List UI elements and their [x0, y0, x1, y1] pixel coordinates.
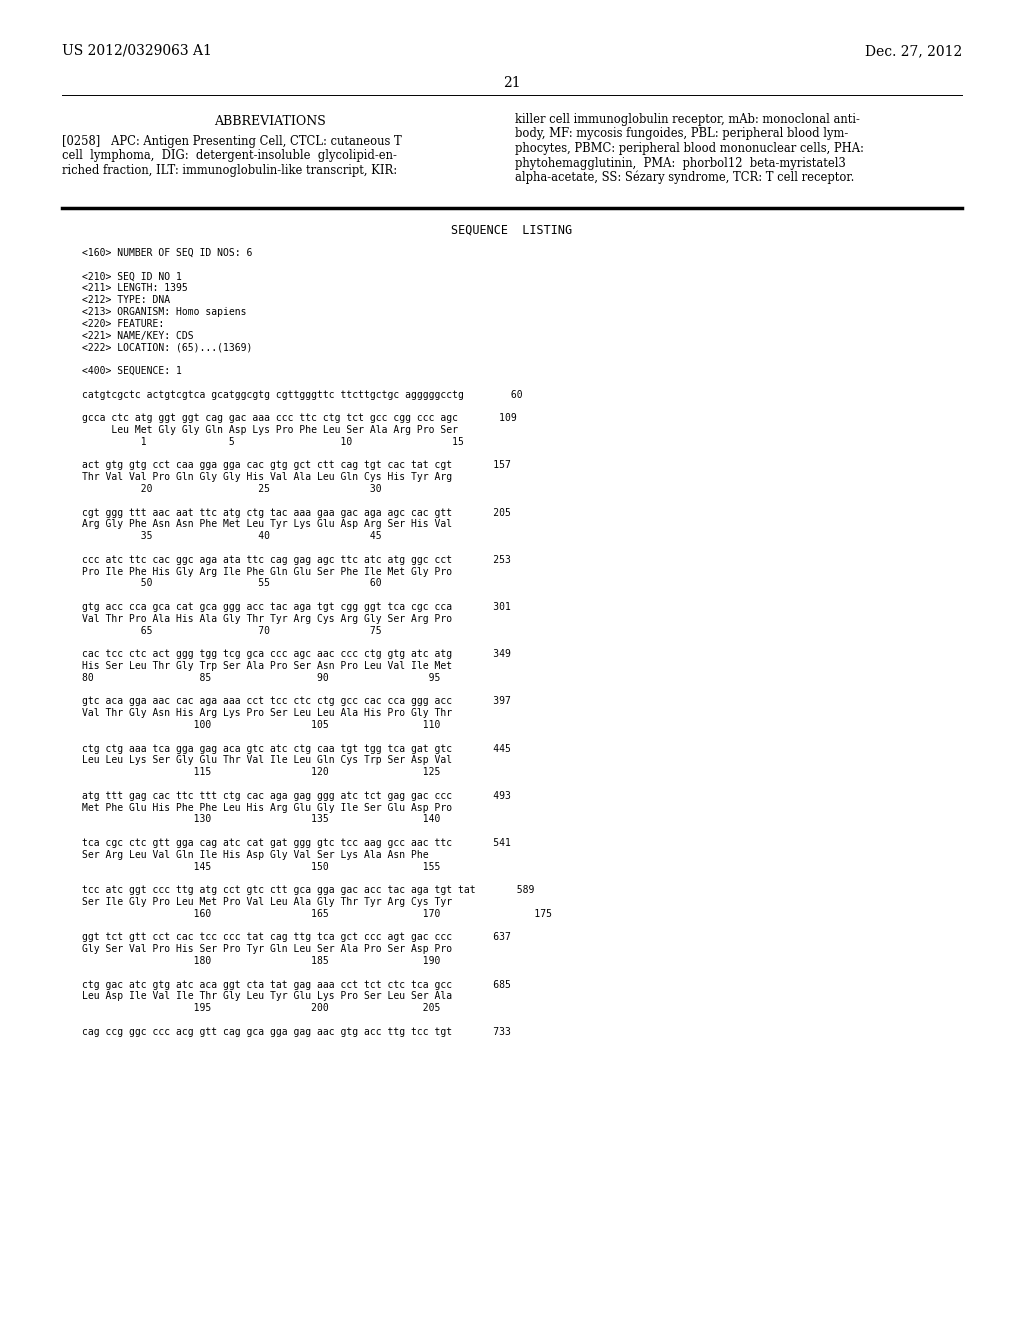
Text: <222> LOCATION: (65)...(1369): <222> LOCATION: (65)...(1369) [82, 342, 252, 352]
Text: Val Thr Pro Ala His Ala Gly Thr Tyr Arg Cys Arg Gly Ser Arg Pro: Val Thr Pro Ala His Ala Gly Thr Tyr Arg … [82, 614, 453, 624]
Text: <212> TYPE: DNA: <212> TYPE: DNA [82, 296, 170, 305]
Text: Met Phe Glu His Phe Phe Leu His Arg Glu Gly Ile Ser Glu Asp Pro: Met Phe Glu His Phe Phe Leu His Arg Glu … [82, 803, 453, 813]
Text: <210> SEQ ID NO 1: <210> SEQ ID NO 1 [82, 272, 182, 281]
Text: 160                 165                170                175: 160 165 170 175 [82, 908, 552, 919]
Text: ABBREVIATIONS: ABBREVIATIONS [214, 115, 326, 128]
Text: Thr Val Val Pro Gln Gly Gly His Val Ala Leu Gln Cys His Tyr Arg: Thr Val Val Pro Gln Gly Gly His Val Ala … [82, 473, 453, 482]
Text: 80                  85                  90                 95: 80 85 90 95 [82, 673, 440, 682]
Text: <220> FEATURE:: <220> FEATURE: [82, 319, 164, 329]
Text: ggt tct gtt cct cac tcc ccc tat cag ttg tca gct ccc agt gac ccc       637: ggt tct gtt cct cac tcc ccc tat cag ttg … [82, 932, 511, 942]
Text: 50                  55                 60: 50 55 60 [82, 578, 382, 589]
Text: Val Thr Gly Asn His Arg Lys Pro Ser Leu Leu Ala His Pro Gly Thr: Val Thr Gly Asn His Arg Lys Pro Ser Leu … [82, 709, 453, 718]
Text: alpha-acetate, SS: Sézary syndrome, TCR: T cell receptor.: alpha-acetate, SS: Sézary syndrome, TCR:… [515, 172, 854, 185]
Text: <211> LENGTH: 1395: <211> LENGTH: 1395 [82, 284, 187, 293]
Text: 145                 150                155: 145 150 155 [82, 862, 440, 871]
Text: Leu Met Gly Gly Gln Asp Lys Pro Phe Leu Ser Ala Arg Pro Ser: Leu Met Gly Gly Gln Asp Lys Pro Phe Leu … [82, 425, 458, 436]
Text: body, MF: mycosis fungoides, PBL: peripheral blood lym-: body, MF: mycosis fungoides, PBL: periph… [515, 128, 848, 140]
Text: tcc atc ggt ccc ttg atg cct gtc ctt gca gga gac acc tac aga tgt tat       589: tcc atc ggt ccc ttg atg cct gtc ctt gca … [82, 886, 535, 895]
Text: 65                  70                 75: 65 70 75 [82, 626, 382, 636]
Text: <400> SEQUENCE: 1: <400> SEQUENCE: 1 [82, 366, 182, 376]
Text: Leu Leu Lys Ser Gly Glu Thr Val Ile Leu Gln Cys Trp Ser Asp Val: Leu Leu Lys Ser Gly Glu Thr Val Ile Leu … [82, 755, 453, 766]
Text: phocytes, PBMC: peripheral blood mononuclear cells, PHA:: phocytes, PBMC: peripheral blood mononuc… [515, 143, 864, 154]
Text: 180                 185                190: 180 185 190 [82, 956, 440, 966]
Text: riched fraction, ILT: immunoglobulin-like transcript, KIR:: riched fraction, ILT: immunoglobulin-lik… [62, 164, 397, 177]
Text: US 2012/0329063 A1: US 2012/0329063 A1 [62, 44, 212, 58]
Text: SEQUENCE  LISTING: SEQUENCE LISTING [452, 224, 572, 238]
Text: cac tcc ctc act ggg tgg tcg gca ccc agc aac ccc ctg gtg atc atg       349: cac tcc ctc act ggg tgg tcg gca ccc agc … [82, 649, 511, 659]
Text: gtg acc cca gca cat gca ggg acc tac aga tgt cgg ggt tca cgc cca       301: gtg acc cca gca cat gca ggg acc tac aga … [82, 602, 511, 612]
Text: phytohemagglutinin,  PMA:  phorbol12  beta-myristatel3: phytohemagglutinin, PMA: phorbol12 beta-… [515, 157, 846, 169]
Text: killer cell immunoglobulin receptor, mAb: monoclonal anti-: killer cell immunoglobulin receptor, mAb… [515, 114, 860, 125]
Text: Ser Ile Gly Pro Leu Met Pro Val Leu Ala Gly Thr Tyr Arg Cys Tyr: Ser Ile Gly Pro Leu Met Pro Val Leu Ala … [82, 898, 453, 907]
Text: gtc aca gga aac cac aga aaa cct tcc ctc ctg gcc cac cca ggg acc       397: gtc aca gga aac cac aga aaa cct tcc ctc … [82, 697, 511, 706]
Text: Arg Gly Phe Asn Asn Phe Met Leu Tyr Lys Glu Asp Arg Ser His Val: Arg Gly Phe Asn Asn Phe Met Leu Tyr Lys … [82, 519, 453, 529]
Text: Leu Asp Ile Val Ile Thr Gly Leu Tyr Glu Lys Pro Ser Leu Ser Ala: Leu Asp Ile Val Ile Thr Gly Leu Tyr Glu … [82, 991, 453, 1002]
Text: 115                 120                125: 115 120 125 [82, 767, 440, 777]
Text: 100                 105                110: 100 105 110 [82, 719, 440, 730]
Text: 130                 135                140: 130 135 140 [82, 814, 440, 825]
Text: gcca ctc atg ggt ggt cag gac aaa ccc ttc ctg tct gcc cgg ccc agc       109: gcca ctc atg ggt ggt cag gac aaa ccc ttc… [82, 413, 517, 424]
Text: His Ser Leu Thr Gly Trp Ser Ala Pro Ser Asn Pro Leu Val Ile Met: His Ser Leu Thr Gly Trp Ser Ala Pro Ser … [82, 661, 453, 671]
Text: atg ttt gag cac ttc ttt ctg cac aga gag ggg atc tct gag gac ccc       493: atg ttt gag cac ttc ttt ctg cac aga gag … [82, 791, 511, 801]
Text: act gtg gtg cct caa gga gga cac gtg gct ctt cag tgt cac tat cgt       157: act gtg gtg cct caa gga gga cac gtg gct … [82, 461, 511, 470]
Text: [0258]   APC: Antigen Presenting Cell, CTCL: cutaneous T: [0258] APC: Antigen Presenting Cell, CTC… [62, 135, 401, 148]
Text: 20                  25                 30: 20 25 30 [82, 484, 382, 494]
Text: ctg gac atc gtg atc aca ggt cta tat gag aaa cct tct ctc tca gcc       685: ctg gac atc gtg atc aca ggt cta tat gag … [82, 979, 511, 990]
Text: 195                 200                205: 195 200 205 [82, 1003, 440, 1014]
Text: cag ccg ggc ccc acg gtt cag gca gga gag aac gtg acc ttg tcc tgt       733: cag ccg ggc ccc acg gtt cag gca gga gag … [82, 1027, 511, 1036]
Text: <221> NAME/KEY: CDS: <221> NAME/KEY: CDS [82, 330, 194, 341]
Text: tca cgc ctc gtt gga cag atc cat gat ggg gtc tcc aag gcc aac ttc       541: tca cgc ctc gtt gga cag atc cat gat ggg … [82, 838, 511, 847]
Text: Dec. 27, 2012: Dec. 27, 2012 [864, 44, 962, 58]
Text: 21: 21 [503, 77, 521, 90]
Text: catgtcgctc actgtcgtca gcatggcgtg cgttgggttc ttcttgctgc agggggcctg        60: catgtcgctc actgtcgtca gcatggcgtg cgttggg… [82, 389, 522, 400]
Text: cell  lymphoma,  DIG:  detergent-insoluble  glycolipid-en-: cell lymphoma, DIG: detergent-insoluble … [62, 149, 397, 162]
Text: cgt ggg ttt aac aat ttc atg ctg tac aaa gaa gac aga agc cac gtt       205: cgt ggg ttt aac aat ttc atg ctg tac aaa … [82, 508, 511, 517]
Text: ctg ctg aaa tca gga gag aca gtc atc ctg caa tgt tgg tca gat gtc       445: ctg ctg aaa tca gga gag aca gtc atc ctg … [82, 743, 511, 754]
Text: 1              5                  10                 15: 1 5 10 15 [82, 437, 464, 446]
Text: <160> NUMBER OF SEQ ID NOS: 6: <160> NUMBER OF SEQ ID NOS: 6 [82, 248, 252, 257]
Text: <213> ORGANISM: Homo sapiens: <213> ORGANISM: Homo sapiens [82, 308, 247, 317]
Text: 35                  40                 45: 35 40 45 [82, 531, 382, 541]
Text: Gly Ser Val Pro His Ser Pro Tyr Gln Leu Ser Ala Pro Ser Asp Pro: Gly Ser Val Pro His Ser Pro Tyr Gln Leu … [82, 944, 453, 954]
Text: ccc atc ttc cac ggc aga ata ttc cag gag agc ttc atc atg ggc cct       253: ccc atc ttc cac ggc aga ata ttc cag gag … [82, 554, 511, 565]
Text: Ser Arg Leu Val Gln Ile His Asp Gly Val Ser Lys Ala Asn Phe: Ser Arg Leu Val Gln Ile His Asp Gly Val … [82, 850, 429, 859]
Text: Pro Ile Phe His Gly Arg Ile Phe Gln Glu Ser Phe Ile Met Gly Pro: Pro Ile Phe His Gly Arg Ile Phe Gln Glu … [82, 566, 453, 577]
